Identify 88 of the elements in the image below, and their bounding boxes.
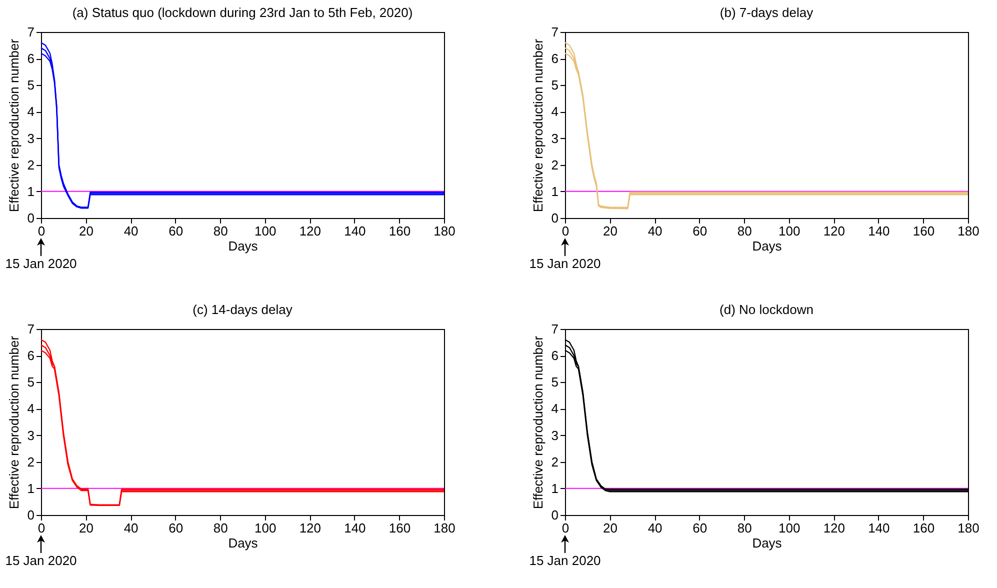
x-tick-label: 180 — [434, 520, 456, 536]
x-tick-label: 140 — [344, 520, 366, 536]
x-tick-label: 0 — [562, 224, 570, 238]
y-tick-label: 1 — [27, 480, 34, 496]
y-tick-label: 4 — [551, 104, 558, 120]
x-axis-title: Days — [752, 536, 782, 550]
y-axis-title: Effective reproduction number — [530, 38, 546, 212]
x-tick-label: 0 — [562, 520, 570, 536]
x-tick-label: 100 — [778, 224, 800, 238]
text: 15 Jan 2020 — [5, 553, 77, 568]
y-tick-label: 7 — [27, 24, 34, 40]
y-tick-label: 2 — [551, 157, 558, 172]
x-tick-label: 60 — [168, 224, 184, 238]
chart-title: (a) Status quo (lockdown during 23rd Jan to 5th Feb, 2020) — [72, 5, 413, 20]
y-tick-label: 5 — [27, 78, 34, 93]
x-tick-label: 140 — [868, 520, 890, 536]
x-axis-title: Days — [752, 238, 782, 254]
y-tick-label: 0 — [27, 210, 34, 226]
x-tick-label: 160 — [388, 520, 411, 536]
y-tick-label: 1 — [551, 184, 558, 199]
x-tick-label: 180 — [958, 224, 980, 238]
y-tick-label: 6 — [27, 348, 34, 364]
y-tick-label: 6 — [27, 51, 34, 66]
y-tick-label: 0 — [27, 508, 34, 522]
x-tick-label: 100 — [254, 224, 276, 238]
x-tick-label: 120 — [299, 224, 322, 238]
x-axis-title: Days — [228, 536, 258, 550]
y-axis-title: Effective reproduction number — [530, 335, 546, 510]
x-tick-label: 160 — [912, 224, 935, 238]
x-tick-label: 40 — [124, 520, 138, 536]
x-tick-label: 80 — [213, 520, 228, 536]
x-tick-label: 20 — [603, 520, 618, 536]
x-tick-label: 20 — [79, 224, 94, 238]
y-tick-label: 1 — [27, 184, 34, 199]
x-tick-label: 100 — [254, 520, 276, 536]
y-tick-label: 3 — [551, 130, 558, 146]
x-tick-label: 80 — [737, 520, 752, 536]
y-tick-label: 6 — [551, 348, 558, 364]
y-tick-label: 5 — [551, 78, 558, 93]
y-tick-label: 4 — [27, 401, 34, 416]
x-tick-label: 160 — [912, 520, 935, 536]
x-tick-label: 140 — [344, 224, 366, 238]
x-tick-label: 120 — [823, 520, 846, 536]
y-tick-label: 5 — [551, 374, 558, 390]
y-tick-label: 6 — [551, 51, 558, 66]
text: 15 Jan 2020 — [529, 553, 601, 568]
x-tick-label: 120 — [823, 224, 846, 238]
x-tick-label: 120 — [299, 520, 322, 536]
x-tick-label: 20 — [79, 520, 94, 536]
x-tick-label: 0 — [38, 520, 46, 536]
x-tick-label: 80 — [213, 224, 228, 238]
y-tick-label: 2 — [551, 454, 558, 470]
x-tick-label: 40 — [648, 224, 662, 238]
y-tick-label: 7 — [27, 322, 34, 336]
x-tick-label: 100 — [778, 520, 800, 536]
y-tick-label: 3 — [551, 428, 558, 443]
y-axis-title: Effective reproduction number — [6, 38, 22, 212]
y-tick-label: 2 — [27, 157, 34, 172]
x-tick-label: 40 — [124, 224, 138, 238]
x-tick-label: 180 — [958, 520, 980, 536]
chart-title: (c) 14-days delay — [192, 302, 293, 317]
x-tick-label: 0 — [38, 224, 46, 238]
x-tick-label: 140 — [868, 224, 890, 238]
y-tick-label: 0 — [551, 508, 558, 522]
x-tick-label: 60 — [692, 520, 708, 536]
chart-title: (b) 7-days delay — [720, 5, 814, 20]
text: 15 Jan 2020 — [5, 256, 77, 271]
x-tick-label: 160 — [388, 224, 411, 238]
x-tick-label: 180 — [434, 224, 456, 238]
y-tick-label: 5 — [27, 374, 34, 390]
y-tick-label: 1 — [551, 480, 558, 496]
x-axis-title: Days — [228, 238, 258, 254]
y-tick-label: 4 — [551, 401, 558, 416]
y-axis-title: Effective reproduction number — [6, 335, 22, 510]
y-tick-label: 2 — [27, 454, 34, 470]
x-tick-label: 60 — [168, 520, 184, 536]
y-tick-label: 3 — [27, 428, 34, 443]
chart-title: (d) No lockdown — [720, 302, 814, 317]
x-tick-label: 40 — [648, 520, 662, 536]
x-tick-label: 80 — [737, 224, 752, 238]
text: 15 Jan 2020 — [529, 256, 601, 271]
y-tick-label: 3 — [27, 130, 34, 146]
y-tick-label: 7 — [551, 322, 558, 336]
y-tick-label: 7 — [551, 24, 558, 40]
y-tick-label: 0 — [551, 210, 558, 226]
y-tick-label: 4 — [27, 104, 34, 120]
x-tick-label: 60 — [692, 224, 708, 238]
x-tick-label: 20 — [603, 224, 618, 238]
